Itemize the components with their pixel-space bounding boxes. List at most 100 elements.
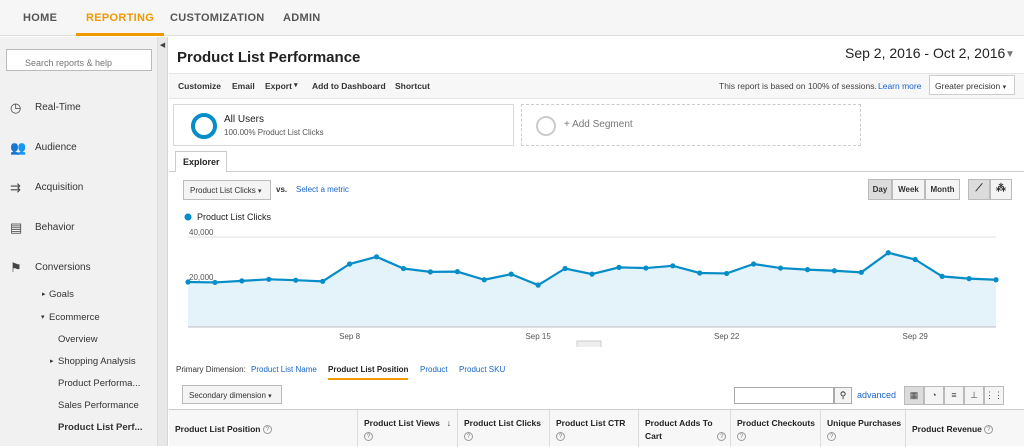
search-icon[interactable]: ⚲ bbox=[834, 387, 852, 404]
y-tick-label: 20,000 bbox=[189, 273, 214, 282]
col-label: Product List Clicks bbox=[464, 418, 541, 428]
metric-select[interactable]: Product List Clicks ▾ bbox=[183, 180, 271, 200]
report-area: Product List Performance Sep 2, 2016 - O… bbox=[169, 37, 1024, 447]
search-input[interactable] bbox=[6, 49, 152, 71]
sidebar-collapse-handle[interactable]: ◀ bbox=[158, 37, 168, 446]
table-search-input[interactable] bbox=[734, 387, 834, 404]
chevron-down-icon[interactable]: ▼ bbox=[1005, 49, 1015, 60]
data-point bbox=[777, 265, 784, 271]
motion-chart-icon[interactable]: ⁂ bbox=[990, 179, 1012, 200]
month-button[interactable]: Month bbox=[925, 179, 960, 200]
export-button[interactable]: Export bbox=[265, 81, 292, 91]
select-metric-link[interactable]: Select a metric bbox=[296, 185, 349, 194]
tab-divider bbox=[169, 171, 1024, 172]
dimension-product-list-position[interactable]: Product List Position bbox=[328, 365, 409, 380]
learn-more-link[interactable]: Learn more bbox=[878, 81, 922, 91]
precision-select[interactable]: Greater precision ▾ bbox=[929, 75, 1015, 95]
sampling-note: This report is based on 100% of sessions… bbox=[719, 81, 877, 91]
clock-icon: ◷ bbox=[10, 100, 22, 115]
data-point bbox=[427, 269, 433, 275]
col-product-revenue[interactable]: Product Revenue ? bbox=[905, 410, 1024, 447]
sidebar-item-behavior[interactable]: Behavior bbox=[35, 222, 75, 233]
col-unique-purchases[interactable]: Unique Purchases? bbox=[820, 410, 905, 447]
week-button[interactable]: Week bbox=[892, 179, 925, 200]
sidebar-item-sales-performance[interactable]: Sales Performance bbox=[58, 400, 139, 411]
sidebar-item-acquisition[interactable]: Acquisition bbox=[35, 182, 84, 193]
sidebar-item-overview[interactable]: Overview bbox=[58, 334, 98, 345]
people-icon: 👥 bbox=[10, 140, 27, 155]
comparison-view-icon[interactable]: ⊥ bbox=[964, 386, 984, 405]
data-point bbox=[589, 271, 595, 277]
segment-ring-icon bbox=[536, 116, 556, 136]
data-point bbox=[320, 278, 326, 284]
sidebar-item-goals[interactable]: Goals bbox=[49, 289, 74, 300]
chevron-left-icon: ◀ bbox=[159, 42, 166, 49]
shortcut-button[interactable]: Shortcut bbox=[395, 81, 430, 91]
nav-reporting[interactable]: REPORTING bbox=[76, 0, 165, 36]
sidebar-item-realtime[interactable]: Real-Time bbox=[35, 102, 81, 113]
sidebar-item-ecommerce[interactable]: Ecommerce bbox=[49, 312, 100, 323]
nav-home[interactable]: HOME bbox=[23, 12, 58, 24]
sidebar-item-product-list-performance[interactable]: Product List Perf... bbox=[58, 422, 143, 433]
table-view-icon[interactable]: ▦ bbox=[904, 386, 924, 405]
x-tick-label: Sep 29 bbox=[903, 332, 929, 341]
col-product-adds-to-cart[interactable]: Product Adds To Cart ? bbox=[638, 410, 730, 447]
col-product-list-clicks[interactable]: Product List Clicks? bbox=[457, 410, 549, 447]
advanced-filter-link[interactable]: advanced bbox=[857, 390, 897, 400]
segment-all-users[interactable]: All Users 100.00% Product List Clicks bbox=[173, 104, 514, 146]
dimension-product-sku[interactable]: Product SKU bbox=[459, 365, 506, 374]
pivot-view-icon[interactable]: ⋮⋮ bbox=[984, 386, 1004, 405]
performance-view-icon[interactable]: ≡ bbox=[944, 386, 964, 405]
col-product-checkouts[interactable]: Product Checkouts? bbox=[730, 410, 820, 447]
data-point bbox=[724, 270, 730, 277]
line-chart: Product List Clicks 40,000 20,000 Sep 8 Sep … bbox=[184, 212, 999, 347]
data-point bbox=[643, 265, 649, 271]
data-point bbox=[481, 277, 487, 283]
nav-admin[interactable]: ADMIN bbox=[283, 12, 321, 24]
data-point bbox=[454, 269, 460, 275]
customize-button[interactable]: Customize bbox=[178, 81, 221, 91]
sidebar-item-product-performance[interactable]: Product Performa... bbox=[58, 378, 141, 389]
sidebar-item-audience[interactable]: Audience bbox=[35, 142, 77, 153]
caret-down-icon: ▾ bbox=[268, 393, 272, 400]
line-chart-icon[interactable]: ⟋ bbox=[968, 179, 990, 200]
help-icon: ? bbox=[464, 432, 473, 442]
add-to-dashboard-button[interactable]: Add to Dashboard bbox=[312, 81, 386, 91]
data-point bbox=[858, 269, 864, 275]
dimension-product[interactable]: Product bbox=[420, 365, 448, 374]
dimension-product-list-name[interactable]: Product List Name bbox=[251, 365, 317, 374]
data-point bbox=[939, 273, 945, 279]
data-point bbox=[212, 279, 218, 286]
col-product-list-views[interactable]: Product List Views ↓? bbox=[357, 410, 457, 447]
add-segment-button[interactable]: + Add Segment bbox=[521, 104, 861, 146]
col-product-list-position[interactable]: Product List Position ? bbox=[169, 410, 357, 447]
day-button[interactable]: Day bbox=[868, 179, 892, 200]
caret-down-icon: ▾ bbox=[294, 82, 298, 89]
date-range-picker[interactable]: Sep 2, 2016 - Oct 2, 2016 bbox=[845, 45, 1006, 61]
x-tick-label: Sep 22 bbox=[714, 332, 740, 341]
sidebar-item-shopping-analysis[interactable]: Shopping Analysis bbox=[58, 356, 136, 367]
precision-label: Greater precision bbox=[935, 81, 1001, 91]
caret-down-icon: ▾ bbox=[41, 314, 45, 321]
pie-view-icon[interactable]: ◔ bbox=[924, 386, 944, 405]
legend-label: Product List Clicks bbox=[197, 212, 272, 222]
secondary-dimension-select[interactable]: Secondary dimension ▾ bbox=[182, 385, 282, 404]
data-point bbox=[697, 270, 703, 276]
tab-explorer[interactable]: Explorer bbox=[175, 151, 227, 172]
add-segment-label: + Add Segment bbox=[564, 119, 633, 130]
email-button[interactable]: Email bbox=[232, 81, 255, 91]
col-label: Product List Position bbox=[175, 424, 261, 434]
col-label: Product Revenue bbox=[912, 424, 982, 434]
col-product-list-ctr[interactable]: Product List CTR? bbox=[549, 410, 638, 447]
data-point bbox=[966, 276, 972, 282]
top-navigation: HOME REPORTING CUSTOMIZATION ADMIN bbox=[0, 0, 1024, 36]
data-point bbox=[670, 263, 676, 269]
sidebar-item-conversions[interactable]: Conversions bbox=[35, 262, 91, 273]
nav-customization[interactable]: CUSTOMIZATION bbox=[170, 12, 265, 24]
data-point bbox=[562, 265, 568, 272]
help-icon: ? bbox=[827, 432, 836, 442]
sort-down-icon: ↓ bbox=[446, 418, 451, 428]
page-icon: ▤ bbox=[10, 220, 23, 235]
primary-dimension-label: Primary Dimension: bbox=[176, 365, 246, 374]
data-point bbox=[616, 264, 622, 270]
